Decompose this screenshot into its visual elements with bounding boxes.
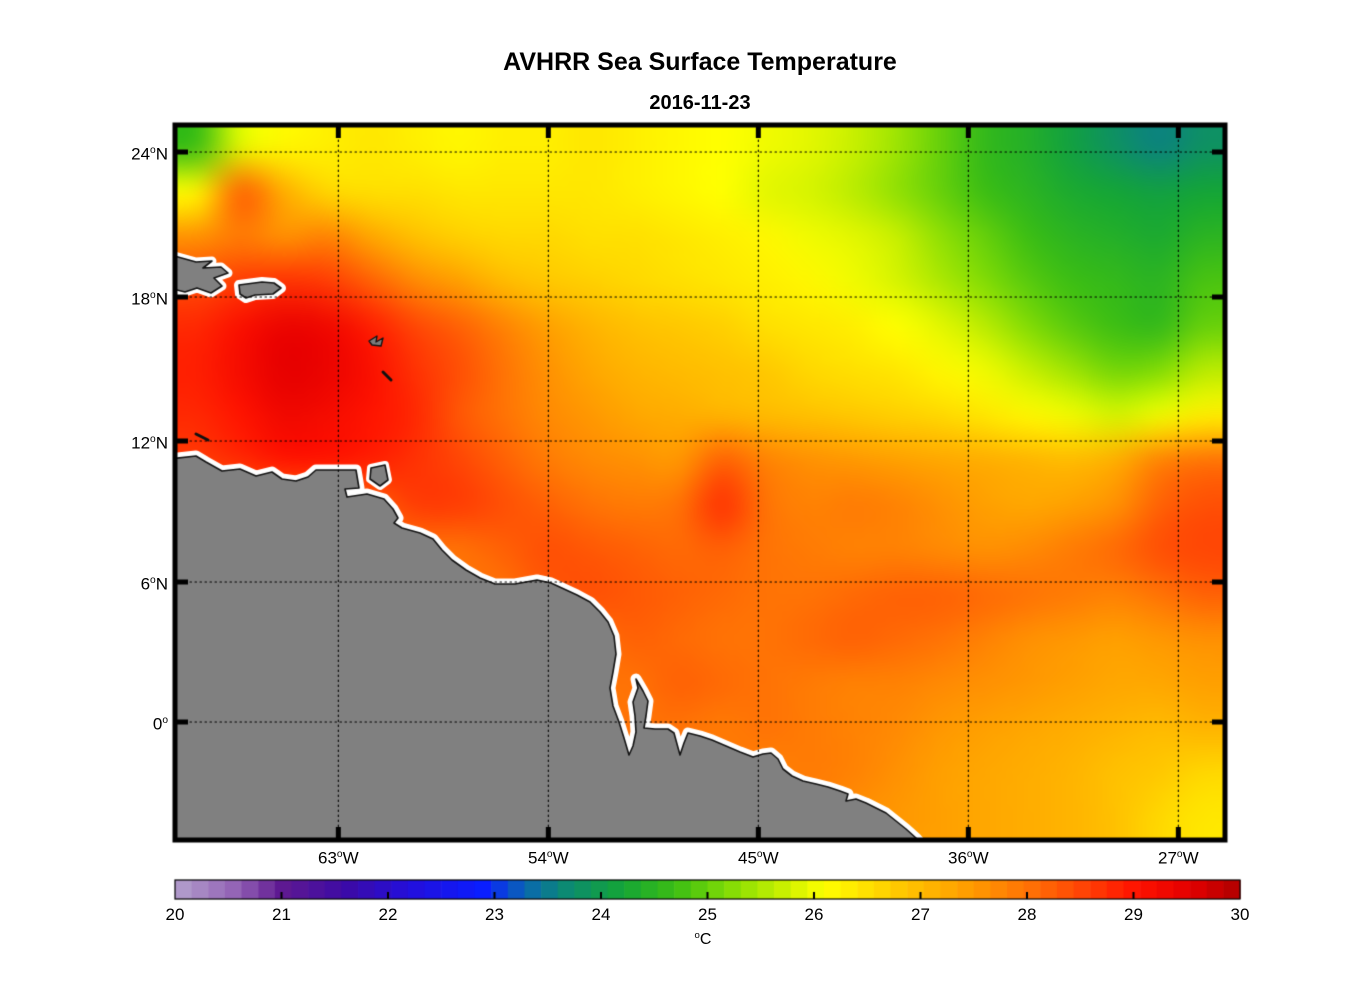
degree-symbol: o — [1176, 849, 1183, 860]
colorbar-tick-label-25: 25 — [698, 905, 717, 924]
x-tick-label-63degW: 63oW — [318, 848, 359, 868]
x-tick-label-36degW: 36oW — [948, 848, 989, 868]
colorbar-tick-label-21: 21 — [272, 905, 291, 924]
x-tick-label-27degW: 27oW — [1158, 848, 1199, 868]
y-tick-label-24degN: 24oN — [131, 144, 168, 164]
y-tick-label-18degN: 18oN — [131, 289, 168, 309]
colorbar-tick-label-30: 30 — [1230, 905, 1250, 924]
colorbar-unit-label: oC — [694, 930, 712, 949]
y-tick-label-6degN: 6oN — [140, 574, 168, 594]
x-tick-label-54degW: 54oW — [528, 848, 569, 868]
colorbar-tick-label-29: 29 — [1124, 905, 1143, 924]
colorbar-tick-label-23: 23 — [485, 905, 504, 924]
colorbar-tick-label-28: 28 — [1017, 905, 1037, 924]
degree-symbol: o — [150, 290, 156, 301]
degree-symbol: o — [336, 849, 343, 860]
degree-symbol: o — [756, 849, 763, 860]
colorbar-tick-label-27: 27 — [911, 905, 930, 924]
colorbar-tick-label-22: 22 — [378, 905, 398, 924]
colorbar-tick-label-26: 26 — [804, 905, 824, 924]
y-tick-label-0deg: 0o — [152, 714, 168, 734]
degree-symbol: o — [162, 715, 168, 726]
degree-symbol: o — [694, 930, 700, 941]
degree-symbol: o — [966, 849, 973, 860]
degree-symbol: o — [150, 434, 156, 445]
degree-symbol: o — [150, 575, 156, 586]
x-tick-label-45degW: 45oW — [738, 848, 779, 868]
colorbar-tick-label-24: 24 — [591, 905, 611, 924]
degree-symbol: o — [150, 145, 156, 156]
colorbar-tick-label-20: 20 — [165, 905, 185, 924]
degree-symbol: o — [546, 849, 553, 860]
y-tick-label-12degN: 12oN — [131, 433, 168, 453]
